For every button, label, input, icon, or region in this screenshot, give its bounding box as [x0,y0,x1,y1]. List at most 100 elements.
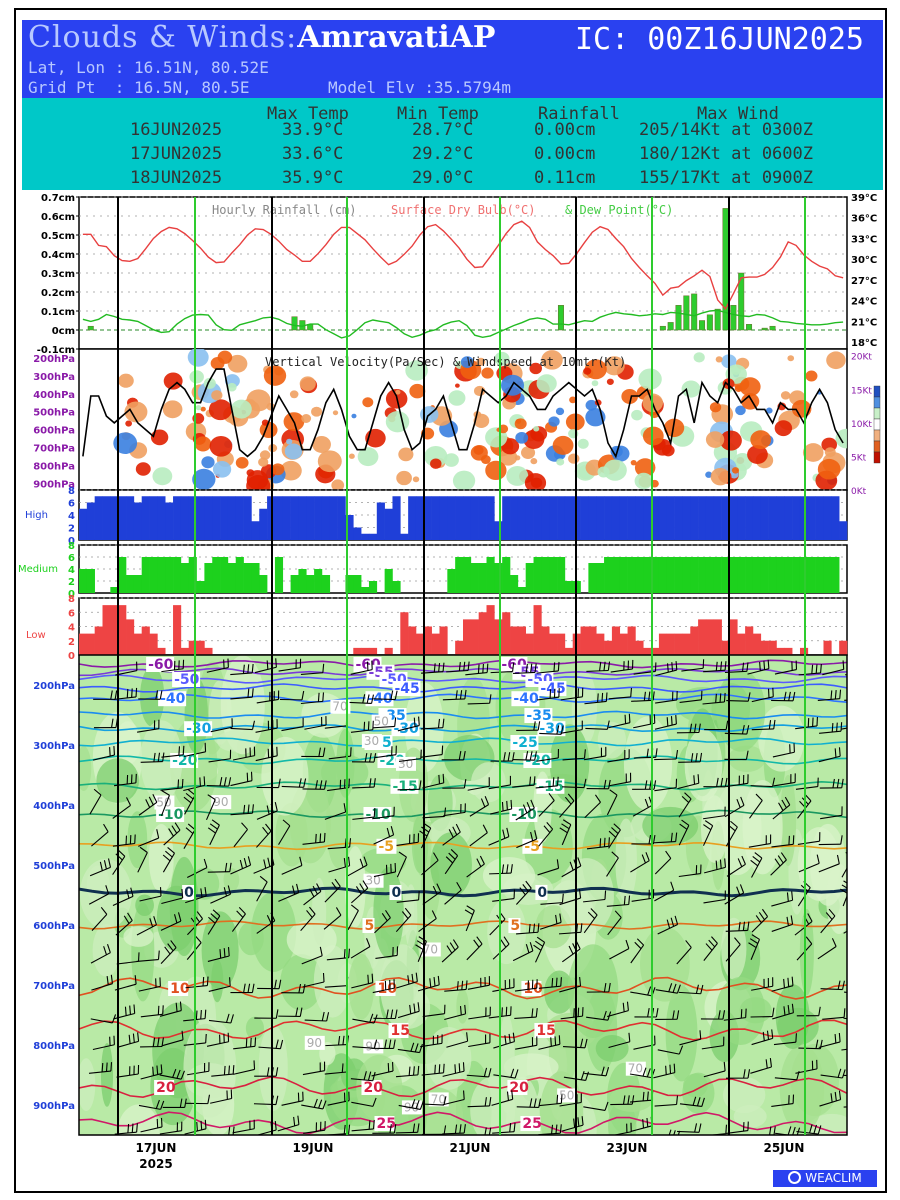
barb-feather [175,1002,178,1012]
barb-feather [767,659,770,669]
barb-feather [694,1123,698,1133]
weaclim-logo: WEACLIM [773,1170,877,1187]
barb-shaft [138,985,161,992]
barb-feather [560,1094,563,1104]
barb-feather [741,662,745,672]
high-cloud-bar [760,496,769,540]
barb-shaft [323,914,342,930]
barb-feather [126,688,129,698]
barb-shaft [515,887,532,905]
barb-feather [531,1008,534,1018]
barb-feather [506,800,508,810]
barb-shaft [747,668,769,675]
barb-feather [429,978,432,988]
high-cloud-bar [314,496,323,540]
barb-shaft [512,784,535,788]
barb-shaft [798,862,820,873]
profile-border [78,654,848,1136]
barb-shaft [467,785,490,791]
barb-shaft [488,836,510,846]
vv-blob [424,445,448,467]
vv-blob [583,367,592,375]
vv-blob [556,458,565,466]
vv-blob [208,399,232,421]
barb-shaft [516,838,537,849]
barb-feather [741,855,746,865]
barb-shaft [324,725,347,729]
barb-feather [510,1068,515,1078]
medium-cloud-bar [510,575,519,593]
barb-feather [675,750,679,760]
high-cloud-bar [737,496,746,540]
barb-feather [437,718,441,728]
low-cloud-bar [658,633,668,655]
rain-bar [691,293,698,331]
barb-feather [711,936,718,944]
low-cloud-bar [86,633,95,655]
high-cloud-bar [180,496,190,540]
barb-shaft [443,811,466,817]
high-cloud-bar [651,496,660,540]
barb-shaft [300,700,323,705]
isotherm-label-box [146,657,175,672]
barb-shaft [231,913,246,932]
barb-feather [247,856,252,866]
barb-feather [385,909,391,919]
dew-point-line [82,309,844,339]
barb-feather [274,979,277,989]
barb-feather [605,1067,610,1076]
medium-cloud-bar [698,557,707,593]
barb-shaft [396,856,407,878]
medium-cloud-bar [133,575,142,593]
barb-shaft [206,799,216,821]
barb-feather [180,1070,185,1080]
barb-feather [137,1032,140,1042]
barb-feather [202,976,205,987]
temp-tick-label: 27°C [851,276,877,287]
vv-blob [485,460,507,481]
barb-feather [667,663,669,673]
barb-feather [607,661,611,671]
barb-feather [580,1038,584,1048]
barb-feather [124,1006,127,1016]
barb-feather [715,661,718,671]
vv-blob [747,445,768,464]
barb-feather [695,984,699,994]
cloud-tick-label: 0 [68,651,75,662]
barb-feather [795,1033,797,1043]
humidity-patch [223,867,240,892]
vv-blob [693,352,705,363]
barb-feather [568,945,574,955]
barb-feather [587,911,595,919]
barb-shaft [559,1101,582,1107]
barb-shaft [820,988,843,991]
barb-shaft [822,668,844,676]
medium-cloud-bar [141,557,150,593]
barb-feather [251,804,254,814]
humidity-patch [216,730,251,752]
barb-shaft [397,724,420,732]
barb-feather [442,662,445,672]
high-cloud-bar [839,521,848,540]
vv-blob [529,362,542,375]
barb-shaft [467,1105,490,1108]
barb-feather [630,687,633,697]
low-cloud-bar [470,619,479,655]
barb-feather [177,779,180,789]
barb-shaft [491,1098,513,1106]
high-cloud-bar [118,496,127,540]
barb-feather [642,1091,645,1101]
barb-feather [262,826,269,835]
barb-feather [774,858,781,867]
high-cloud-bar [243,496,252,540]
windspeed-tick-label: 0Kt [851,487,867,497]
barb-feather [295,1007,299,1017]
rain-tick-label: 0cm [52,326,75,337]
barb-shaft [160,947,177,965]
cloud-tick-label: 0 [68,536,75,547]
barb-shaft [350,669,373,675]
barb-shaft [562,757,585,761]
barb-feather [200,1010,202,1020]
windspeed-line [82,368,844,459]
barb-feather [677,1130,681,1135]
